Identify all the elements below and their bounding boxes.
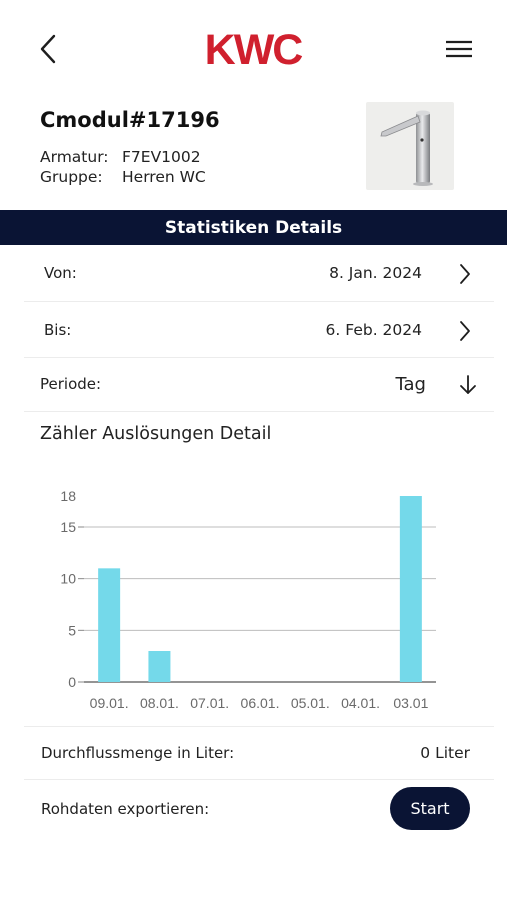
chevron-right-icon[interactable] <box>458 319 472 343</box>
x-tick-label: 08.01. <box>140 695 179 710</box>
export-label: Rohdaten exportieren: <box>41 800 210 818</box>
device-info: Cmodul#17196 Armatur: F7EV1002 Gruppe: Her… <box>40 104 340 194</box>
bar[interactable] <box>399 496 422 682</box>
x-tick-label: 06.01. <box>241 695 280 710</box>
y-tick-label: 5 <box>68 622 76 638</box>
x-tick-label: 09.01. <box>90 695 129 710</box>
x-tick-label: 04.01. <box>341 695 380 710</box>
gruppe-value: Herren WC <box>122 168 206 186</box>
periode-row[interactable]: Periode: Tag <box>24 358 494 412</box>
bar[interactable] <box>148 651 171 682</box>
chevron-left-icon[interactable] <box>34 32 64 66</box>
x-tick-label: 05.01. <box>291 695 330 710</box>
chart-title: Zähler Auslösungen Detail <box>40 424 272 444</box>
x-tick-label: 07.01. <box>190 695 229 710</box>
flow-row: Durchflussmenge in Liter: 0 Liter <box>24 726 494 780</box>
logo-text: KWC <box>205 26 303 72</box>
von-label: Von: <box>44 264 77 282</box>
faucet-image <box>366 102 454 190</box>
armatur-label: Armatur: <box>40 148 109 166</box>
armatur-value: F7EV1002 <box>122 148 201 166</box>
bis-label: Bis: <box>44 321 72 339</box>
chevron-right-icon[interactable] <box>458 262 472 286</box>
kwc-logo: KWC <box>205 26 305 72</box>
start-button[interactable]: Start <box>390 787 470 830</box>
periode-value[interactable]: Tag <box>395 374 426 395</box>
hamburger-menu-icon[interactable] <box>442 36 474 62</box>
y-tick-label: 0 <box>68 674 76 690</box>
y-tick-label: 10 <box>60 571 76 587</box>
bar[interactable] <box>98 568 121 682</box>
von-value: 8. Jan. 2024 <box>329 264 422 282</box>
top-bar: KWC <box>0 0 507 100</box>
bis-row[interactable]: Bis: 6. Feb. 2024 <box>24 302 494 358</box>
faucet-icon <box>380 110 433 186</box>
armatur-row: Armatur: F7EV1002 <box>40 148 201 166</box>
periode-label: Periode: <box>40 375 102 393</box>
gruppe-row: Gruppe: Herren WC <box>40 168 206 186</box>
section-header: Statistiken Details <box>0 210 507 245</box>
device-title: Cmodul#17196 <box>40 108 220 132</box>
arrow-down-icon[interactable] <box>458 374 478 396</box>
gruppe-label: Gruppe: <box>40 168 103 186</box>
y-tick-label: 18 <box>60 488 76 504</box>
flow-label: Durchflussmenge in Liter: <box>41 744 235 762</box>
x-tick-label: 03.01 <box>393 695 428 710</box>
bar-chart: 0 5 10 15 18 09.01. 08.01. 07.01. 06.01. 05.01. 04… <box>60 488 436 710</box>
y-tick-label: 15 <box>60 519 76 535</box>
flow-value: 0 Liter <box>420 744 470 762</box>
bis-value: 6. Feb. 2024 <box>325 321 422 339</box>
von-row[interactable]: Von: 8. Jan. 2024 <box>24 246 494 302</box>
